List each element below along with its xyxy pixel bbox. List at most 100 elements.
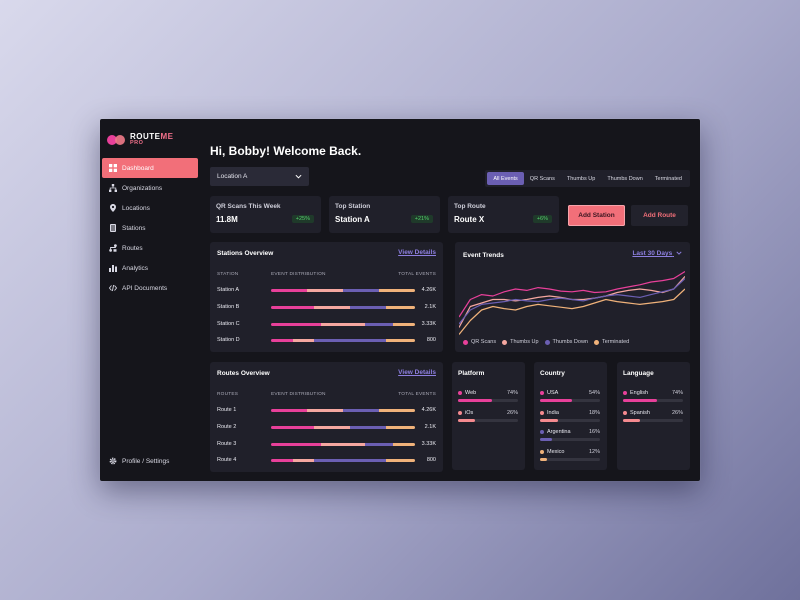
breakdown-fill xyxy=(623,418,640,422)
trend-line-qr-scans xyxy=(459,270,685,318)
panel-title: Stations Overview xyxy=(217,250,274,257)
table-row[interactable]: Station D 800 xyxy=(210,333,443,349)
table-row[interactable]: Station C 3.33K xyxy=(210,317,443,333)
sidebar-item-api-documents[interactable]: API Documents xyxy=(102,278,198,298)
tab-all-events[interactable]: All Events xyxy=(487,172,524,185)
distribution-segment xyxy=(386,305,415,309)
row-total: 2.1K xyxy=(424,303,436,310)
breakdown-item: India 18% xyxy=(540,410,600,424)
table-row[interactable]: Station A 4.26K xyxy=(210,283,443,299)
stat-value: Station A xyxy=(335,215,370,224)
breakdown-track xyxy=(540,438,600,441)
legend-dot xyxy=(623,410,627,415)
row-total: 4.26K xyxy=(421,287,436,293)
distribution-segment xyxy=(343,289,379,292)
breakdown-fill xyxy=(540,399,573,402)
distribution-segment xyxy=(321,442,365,446)
column-header: TOTAL EVENTS xyxy=(398,392,436,397)
brand-logo[interactable]: ROUTEME PRO xyxy=(107,133,174,147)
add-station-button[interactable]: Add Station xyxy=(568,205,625,226)
event-distribution-bar xyxy=(271,409,415,412)
distribution-segment xyxy=(350,425,387,429)
distribution-segment xyxy=(307,409,343,412)
route-icon xyxy=(109,244,117,252)
platform-panel: Platform Web 74% iOs 26% xyxy=(452,362,525,470)
trend-line-thumbs-up xyxy=(459,275,685,328)
breakdown-item: English 74% xyxy=(623,390,683,404)
breakdown-track xyxy=(540,418,600,422)
table-row[interactable]: Route 4 800 xyxy=(210,453,443,469)
sidebar-item-stations[interactable]: Stations xyxy=(102,218,198,238)
legend-dot xyxy=(540,391,544,395)
distribution-segment xyxy=(314,459,387,463)
event-distribution-bar xyxy=(271,322,415,326)
app-window: ROUTEME PRO Dashboard Organizations Loca… xyxy=(100,119,700,481)
stat-change-badge: +21% xyxy=(410,215,433,223)
date-range-select[interactable]: Last 30 Days xyxy=(632,250,682,257)
tab-thumbs-up[interactable]: Thumbs Up xyxy=(566,175,596,182)
event-distribution-bar xyxy=(271,442,415,446)
sidebar-item-analytics[interactable]: Analytics xyxy=(102,258,198,278)
breakdown-label-text: Argentina xyxy=(547,429,571,435)
stat-card-top-route: Top Route Route X +6% xyxy=(448,196,559,233)
row-name: Station A xyxy=(217,287,240,293)
location-select[interactable]: Location A xyxy=(210,167,309,186)
breakdown-item: Mexico 12% xyxy=(540,449,600,463)
legend-label: Thumbs Down xyxy=(552,339,588,345)
breakdown-track xyxy=(458,418,518,422)
row-name: Route 4 xyxy=(217,457,237,464)
tab-thumbs-down[interactable]: Thumbs Down xyxy=(607,175,643,182)
legend-dot xyxy=(463,339,468,345)
country-panel: Country USA 54% India 18% Argentina 16% Mexico… xyxy=(534,362,607,470)
column-header: EVENT DISTRIBUTION xyxy=(271,272,326,277)
language-panel: Language English 74% Spanish 26% xyxy=(617,362,690,470)
breakdown-label: USA xyxy=(540,390,558,396)
row-name: Route 1 xyxy=(217,407,237,413)
breakdown-percent: 16% xyxy=(588,429,600,435)
table-row[interactable]: Route 1 4.26K xyxy=(210,403,443,419)
breakdown-track xyxy=(623,418,683,422)
legend-dot xyxy=(502,339,508,345)
sidebar-item-dashboard[interactable]: Dashboard xyxy=(102,158,198,178)
breakdown-fill xyxy=(540,457,548,461)
table-row[interactable]: Route 2 2.1K xyxy=(210,420,443,436)
tab-terminated[interactable]: Terminated xyxy=(654,175,682,182)
row-total: 800 xyxy=(426,457,436,464)
sidebar-item-profile-settings[interactable]: Profile / Settings xyxy=(102,451,198,471)
stations-overview-panel: Stations Overview View Details STATION E… xyxy=(210,242,443,352)
row-total: 4.26K xyxy=(421,407,436,413)
tab-qr-scans[interactable]: QR Scans xyxy=(529,175,555,182)
table-row[interactable]: Route 3 3.33K xyxy=(210,437,443,453)
distribution-segment xyxy=(364,442,394,446)
sidebar-item-organizations[interactable]: Organizations xyxy=(102,178,198,198)
sidebar-item-label: Organizations xyxy=(122,184,163,192)
table-row[interactable]: Station B 2.1K xyxy=(210,300,443,316)
legend-dot xyxy=(458,410,462,415)
add-route-button[interactable]: Add Route xyxy=(631,205,688,226)
breakdown-percent: 18% xyxy=(588,409,600,416)
row-name: Route 2 xyxy=(217,423,237,430)
row-name: Station B xyxy=(217,303,240,310)
event-distribution-bar xyxy=(271,289,415,292)
sidebar-item-locations[interactable]: Locations xyxy=(102,198,198,218)
distribution-segment xyxy=(271,409,307,412)
event-distribution-bar xyxy=(271,459,415,463)
legend-dot xyxy=(544,339,550,345)
breakdown-percent: 12% xyxy=(588,448,600,455)
panel-title: Language xyxy=(623,370,654,377)
sidebar-bottom: Profile / Settings xyxy=(102,451,198,471)
stat-card-qr-scans: QR Scans This Week 11.8M +25% xyxy=(210,196,321,233)
sidebar-item-routes[interactable]: Routes xyxy=(102,238,198,258)
breakdown-percent: 26% xyxy=(671,409,683,416)
view-details-link[interactable]: View Details xyxy=(398,369,436,376)
row-name: Station C xyxy=(217,320,240,327)
event-filter-tabs: All Events QR Scans Thumbs Up Thumbs Dow… xyxy=(485,170,690,187)
view-details-link[interactable]: View Details xyxy=(398,249,436,256)
breakdown-fill xyxy=(458,418,475,422)
event-distribution-bar xyxy=(271,425,415,429)
sidebar-item-label: Stations xyxy=(122,224,146,232)
breakdown-fill xyxy=(623,399,657,402)
distribution-segment xyxy=(393,322,415,326)
distribution-segment xyxy=(271,339,293,343)
breakdown-label-text: Mexico xyxy=(547,448,565,455)
